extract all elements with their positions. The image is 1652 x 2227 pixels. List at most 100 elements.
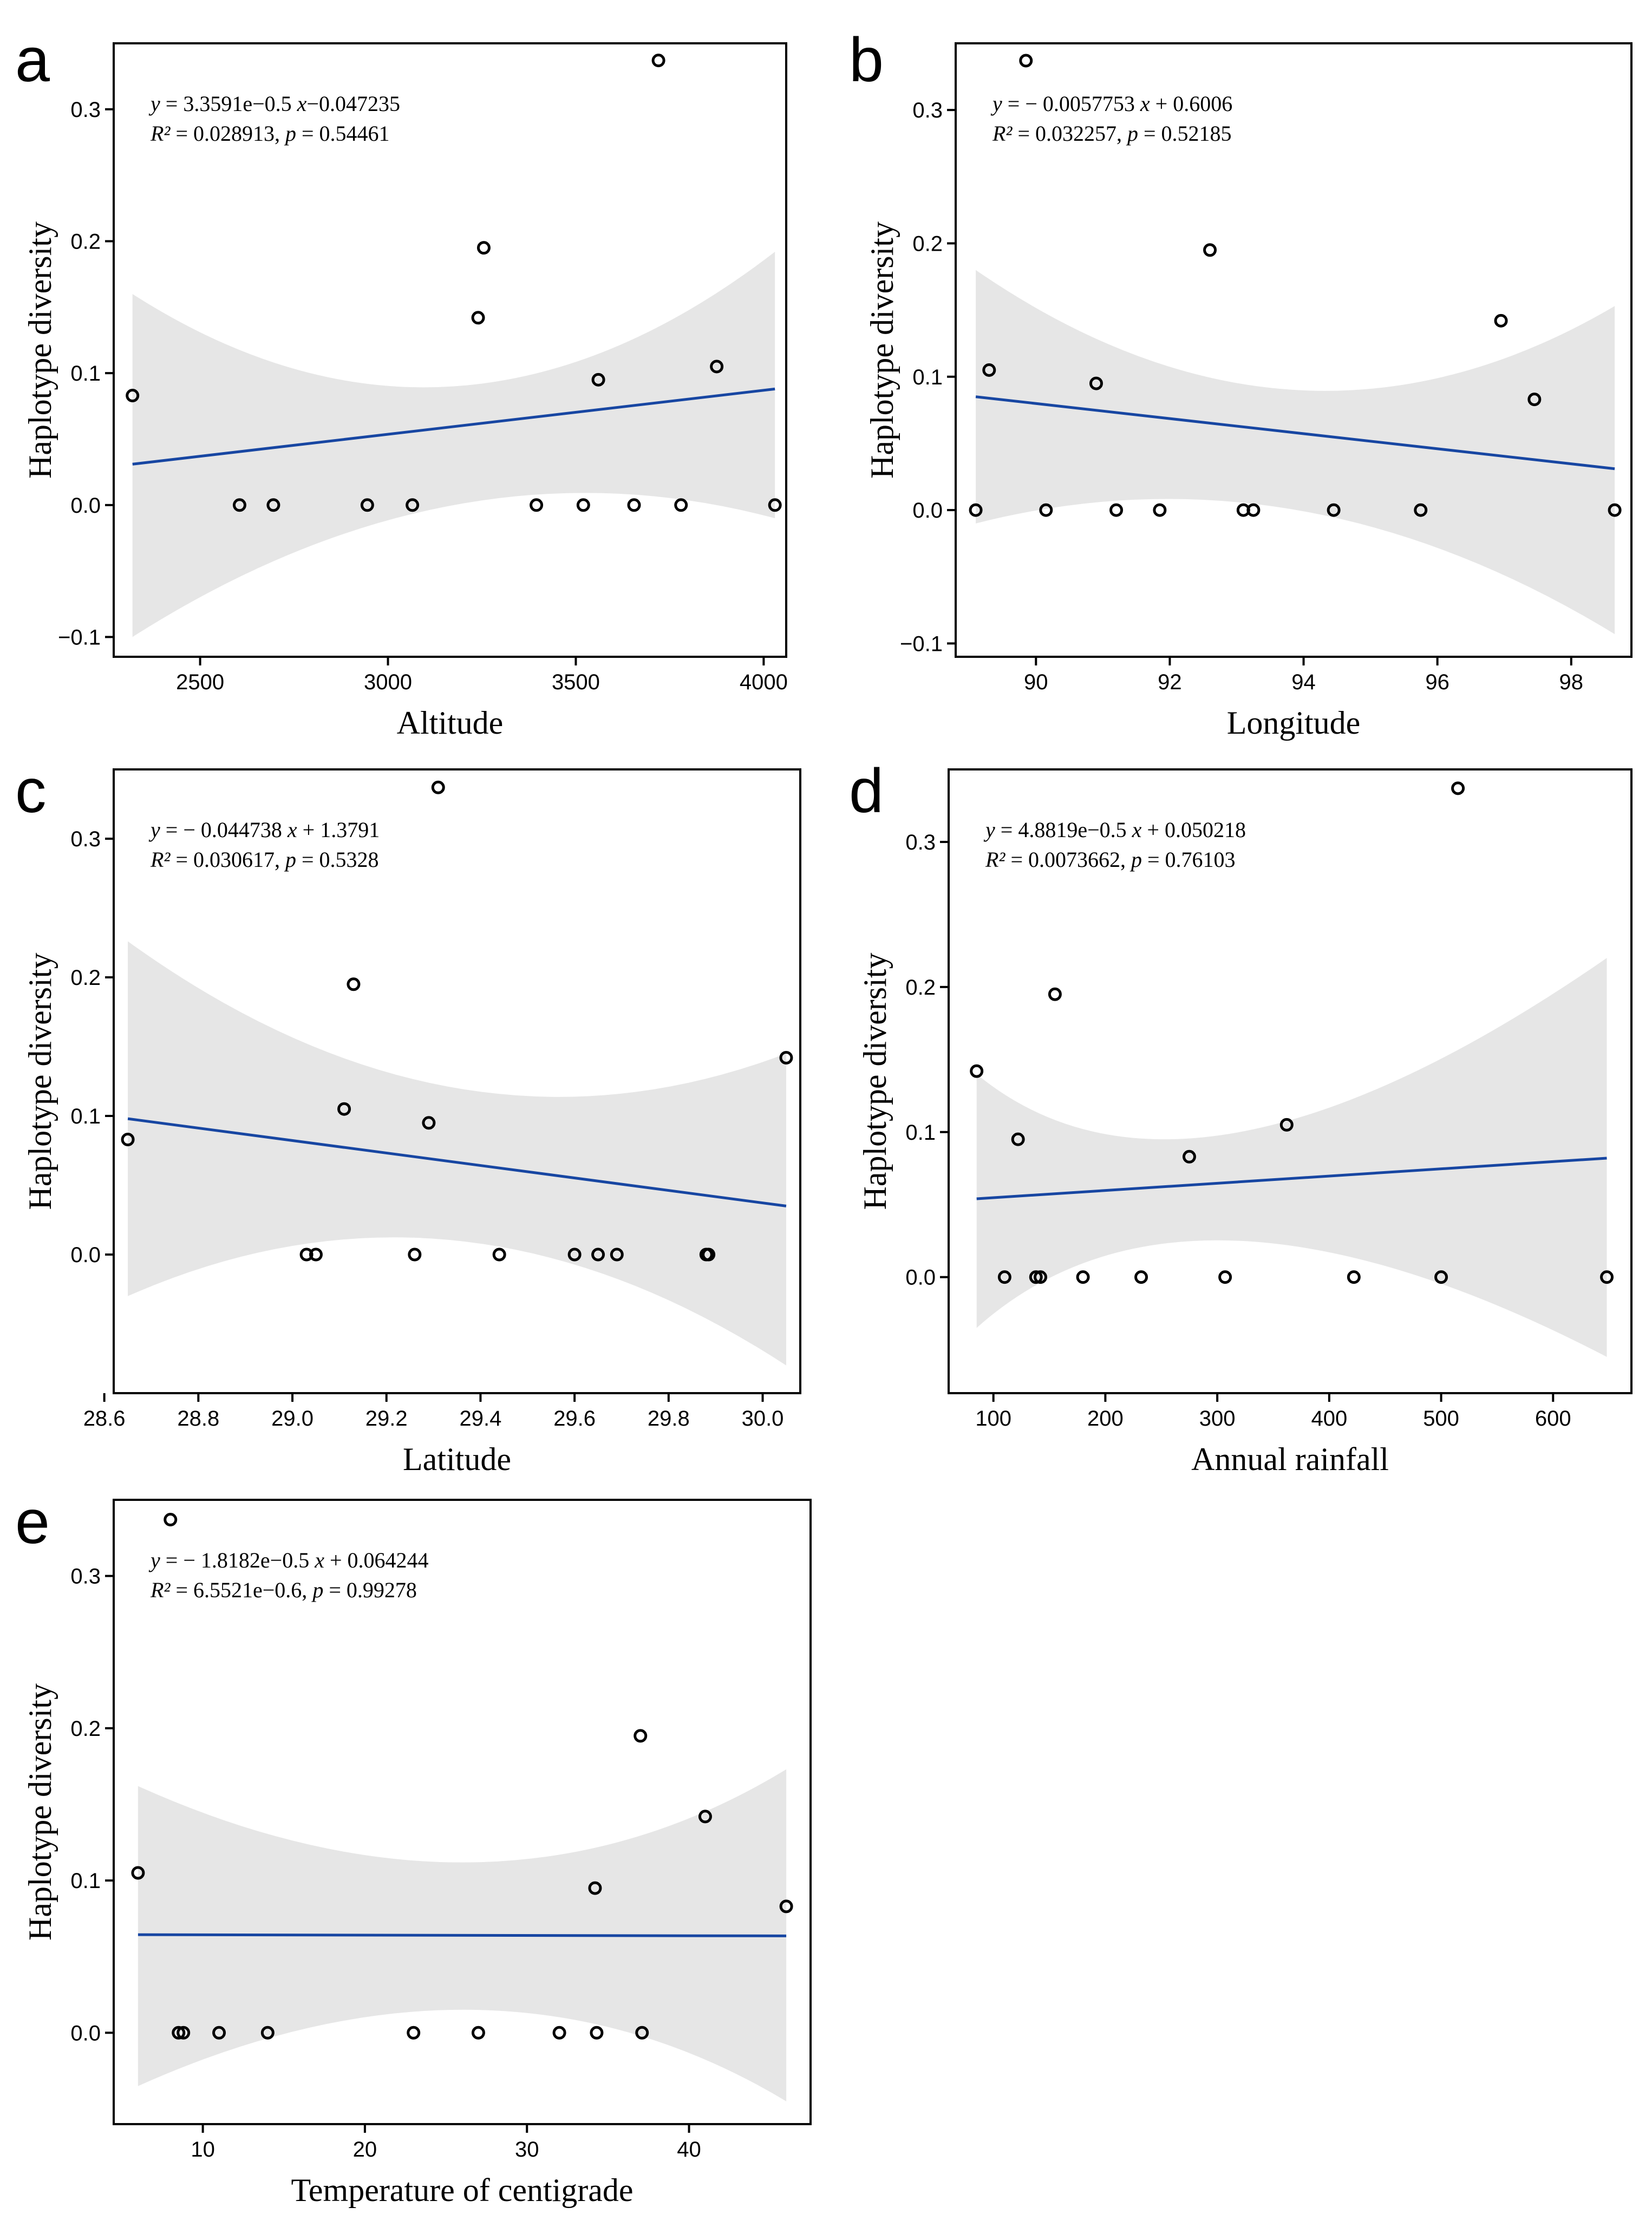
data-point [710,360,724,374]
data-point [530,498,544,512]
data-point [337,1102,351,1116]
y-tick-label: 0.3 [912,99,943,122]
data-point [1327,503,1341,517]
data-point [406,498,420,512]
plot-frame [113,1499,812,2125]
x-tick-label: 30.0 [742,1407,784,1431]
data-point [591,373,605,387]
y-tick-label: 0.3 [70,98,101,122]
data-point [407,2026,421,2040]
y-tick-label: −0.1 [900,632,943,656]
x-tick-label: 29.6 [553,1407,596,1431]
y-tick-label: 0.1 [905,1121,936,1145]
y-axis-title: Haplotype diversity [22,953,58,1210]
data-point [172,2026,186,2040]
data-point [634,1729,648,1743]
data-point [121,1133,135,1147]
y-tick-label: 0.1 [912,365,943,389]
x-tick-label: 30 [515,2138,539,2161]
data-point [431,780,445,794]
x-axis-title: Latitude [403,1441,511,1477]
panel-letter: e [15,1487,50,1557]
y-tick-label: 0.0 [70,2021,101,2045]
data-point [1011,1132,1025,1146]
data-point [1182,1150,1196,1164]
data-point [1347,1270,1361,1284]
data-point [1039,503,1053,517]
panel-b: b 90 92 94 96 98 −0.1 0.0 0.1 0.2 0.3 Longitude Hapl… [849,25,1633,741]
data-point [1218,1270,1232,1284]
x-tick-label: 29.2 [365,1407,408,1431]
plot-frame [113,768,801,1394]
data-point [779,1050,793,1064]
y-tick-label: 0.2 [70,1717,101,1741]
y-axis-title: Haplotype diversity [22,221,58,479]
data-point [590,2026,604,2040]
data-point [1109,503,1124,517]
data-point [1134,1270,1148,1284]
x-axis-title: Longitude [1227,705,1361,741]
x-tick-label: 400 [1311,1407,1347,1431]
data-point [266,498,280,512]
regression-equation: y = 4.8819e−0.5 x + 0.050218 [983,818,1246,842]
data-point [1608,503,1622,517]
y-tick-label: 0.2 [70,230,101,253]
data-point [309,1248,323,1262]
data-point [126,389,140,403]
data-point [1434,1270,1448,1284]
plot-frame [948,768,1633,1394]
regression-equation: y = − 1.8182e−0.5 x + 0.064244 [148,1548,429,1572]
y-tick-label: 0.3 [70,1565,101,1589]
y-tick-label: 0.3 [70,827,101,851]
y-axis-title: Haplotype diversity [857,953,893,1210]
data-point [492,1248,506,1262]
x-tick-label: 100 [975,1407,1011,1431]
data-point [408,1248,422,1262]
fit-statistics: R² = 0.032257, p = 0.52185 [992,121,1232,146]
panel-letter: a [15,25,50,95]
panel-letter: d [849,756,884,826]
y-axis-title: Haplotype diversity [22,1683,58,1941]
data-point [260,2026,275,2040]
y-tick-label: 0.2 [905,976,936,1000]
data-point [347,977,361,991]
data-point [1600,1270,1614,1284]
x-tick-label: 3500 [552,670,600,694]
data-point [997,1270,1011,1284]
x-tick-label: 4000 [740,670,788,694]
x-tick-label: 2500 [176,670,224,694]
data-point [1494,314,1508,328]
fit-statistics: R² = 6.5521e−0.6, p = 0.99278 [150,1578,417,1602]
data-point [1203,243,1217,257]
data-point [982,363,996,377]
data-point [610,1248,624,1262]
panel-e: e 10 20 30 40 0.0 0.1 0.2 0.3 Temperature of cent… [15,1487,812,2208]
data-point [627,498,641,512]
y-tick-label: 0.1 [70,362,101,386]
x-tick-label: 98 [1559,670,1584,694]
y-tick-label: 0.1 [70,1869,101,1893]
data-point [588,1881,602,1895]
data-point [232,498,246,512]
confidence-band [976,270,1615,635]
y-tick-label: 0.0 [70,1243,101,1267]
data-point [576,498,590,512]
confidence-band [976,958,1607,1357]
panel-c: c 28.6 28.8 29.0 29.2 29.4 29.6 29.8 30.0 0.0 0.1 0… [15,756,801,1477]
fit-statistics: R² = 0.028913, p = 0.54461 [150,121,390,146]
fit-statistics: R² = 0.0073662, p = 0.76103 [985,847,1236,872]
data-point [779,1899,793,1913]
regression-line [976,1157,1607,1200]
data-point [1527,393,1542,407]
data-point [698,1810,712,1824]
data-point [969,503,983,517]
regression-equation: y = 3.3591e−0.5 x−0.047235 [148,92,400,116]
x-tick-label: 600 [1535,1407,1571,1431]
data-point [1153,503,1167,517]
x-tick-label: 200 [1087,1407,1124,1431]
data-point [476,241,491,255]
panel-letter: b [849,25,884,95]
data-point [360,498,374,512]
regression-line [975,395,1615,471]
data-point [1029,1270,1043,1284]
